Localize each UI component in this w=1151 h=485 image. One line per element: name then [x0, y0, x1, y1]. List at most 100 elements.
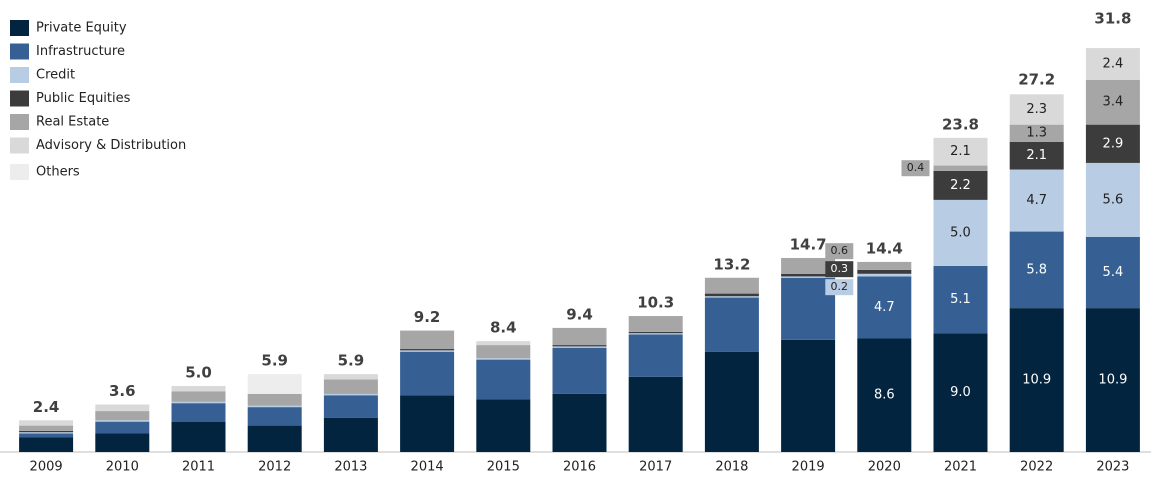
- segment-label: 2.4: [1103, 56, 1124, 71]
- bar-segment: [1085, 162, 1140, 237]
- total-label: 31.8: [1094, 10, 1131, 28]
- bar-segment: [323, 379, 378, 394]
- legend-swatch: [10, 164, 29, 180]
- total-label: 10.3: [637, 294, 674, 312]
- bar-segment: [628, 316, 683, 332]
- segment-label: 10.9: [1022, 373, 1051, 388]
- segment-label: 5.1: [950, 292, 971, 307]
- bar-segment: [933, 333, 988, 452]
- legend-label: Credit: [36, 68, 75, 83]
- segment-label: 2.1: [1026, 148, 1047, 163]
- bar-segment: [400, 350, 455, 352]
- x-tick-label: 2016: [563, 460, 596, 475]
- legend-swatch: [10, 20, 29, 36]
- bar-segment: [19, 430, 74, 433]
- bar-segment: [933, 165, 988, 171]
- bar-segment: [857, 269, 912, 274]
- bar-segment: [704, 351, 759, 452]
- total-label: 8.4: [490, 319, 517, 337]
- bar-segment: [95, 420, 150, 422]
- total-label: 14.7: [790, 235, 827, 253]
- bar-segment: [781, 257, 836, 274]
- bar-segment: [857, 261, 912, 270]
- bar-segment: [247, 374, 302, 394]
- legend-label: Private Equity: [36, 21, 127, 36]
- bar-segment: [171, 403, 226, 422]
- segment-label: 8.6: [874, 388, 895, 403]
- bar-segment: [704, 277, 759, 294]
- bar-segment: [552, 346, 607, 348]
- bar-segment: [400, 330, 455, 350]
- bar-segment: [95, 421, 150, 434]
- bar-segment: [95, 433, 150, 452]
- total-label: 5.9: [338, 352, 365, 370]
- x-tick-label: 2023: [1096, 460, 1129, 475]
- bar-segment: [400, 351, 455, 396]
- segment-label: 4.7: [874, 300, 895, 315]
- bar-segment: [628, 334, 683, 377]
- bar-segment: [1085, 236, 1140, 309]
- bar-segment: [476, 359, 531, 400]
- x-tick-label: 2020: [868, 460, 901, 475]
- legend-swatch: [10, 67, 29, 83]
- bar-segment: [476, 341, 531, 346]
- bar-segment: [552, 347, 607, 394]
- bar-segment: [247, 393, 302, 406]
- legend-swatch: [10, 43, 29, 60]
- bar-segment: [628, 376, 683, 452]
- bar-segment: [933, 170, 988, 200]
- bar-segment: [1009, 308, 1064, 452]
- callout-box: [825, 261, 854, 278]
- bar-segment: [628, 331, 683, 334]
- bar-segment: [19, 437, 74, 452]
- bar-segment: [552, 327, 607, 346]
- bar-segment: [628, 333, 683, 335]
- bar-segment: [1009, 141, 1064, 170]
- legend-swatch: [10, 90, 29, 107]
- total-label: 9.4: [566, 305, 593, 323]
- bar-segment: [247, 425, 302, 452]
- segment-label: 0.4: [907, 161, 925, 174]
- bar-segment: [247, 405, 302, 408]
- segment-label: 2.9: [1103, 136, 1124, 151]
- bar-segment: [857, 273, 912, 277]
- bar-segment: [171, 401, 226, 404]
- segment-label: 2.1: [950, 144, 971, 159]
- total-label: 3.6: [109, 382, 136, 400]
- legend-label: Real Estate: [36, 115, 109, 130]
- bar-segment: [857, 276, 912, 339]
- bar-segment: [247, 407, 302, 426]
- bar-segment: [19, 420, 74, 426]
- legend-swatch: [10, 114, 29, 130]
- x-tick-label: 2009: [30, 460, 63, 475]
- x-tick-label: 2015: [487, 460, 520, 475]
- bar-segment: [1009, 124, 1064, 142]
- bar-segment: [781, 276, 836, 278]
- x-tick-label: 2011: [182, 460, 215, 475]
- bar-segment: [1009, 94, 1064, 125]
- legend-label: Infrastructure: [36, 44, 125, 59]
- bar-segment: [323, 393, 378, 396]
- bar-segment: [781, 273, 836, 277]
- bar-segment: [476, 399, 531, 452]
- total-label: 5.9: [261, 352, 288, 370]
- bar-segment: [476, 358, 531, 360]
- segment-label: 1.3: [1026, 126, 1047, 141]
- callout-box: [825, 279, 854, 296]
- segment-label: 5.0: [950, 225, 971, 240]
- bar-segment: [1085, 79, 1140, 125]
- bar-segment: [171, 391, 226, 402]
- legend-label: Advisory & Distribution: [36, 138, 186, 153]
- x-tick-label: 2018: [715, 460, 748, 475]
- bar-segment: [1085, 308, 1140, 452]
- bar-segment: [323, 374, 378, 380]
- total-label: 5.0: [185, 364, 212, 382]
- x-tick-label: 2013: [334, 460, 367, 475]
- legend-label: Others: [36, 165, 80, 180]
- bar-segment: [933, 265, 988, 334]
- bar-segment: [19, 433, 74, 438]
- x-tick-label: 2014: [411, 460, 444, 475]
- bar-segment: [1009, 231, 1064, 309]
- bar-segment: [95, 404, 150, 412]
- x-tick-label: 2019: [792, 460, 825, 475]
